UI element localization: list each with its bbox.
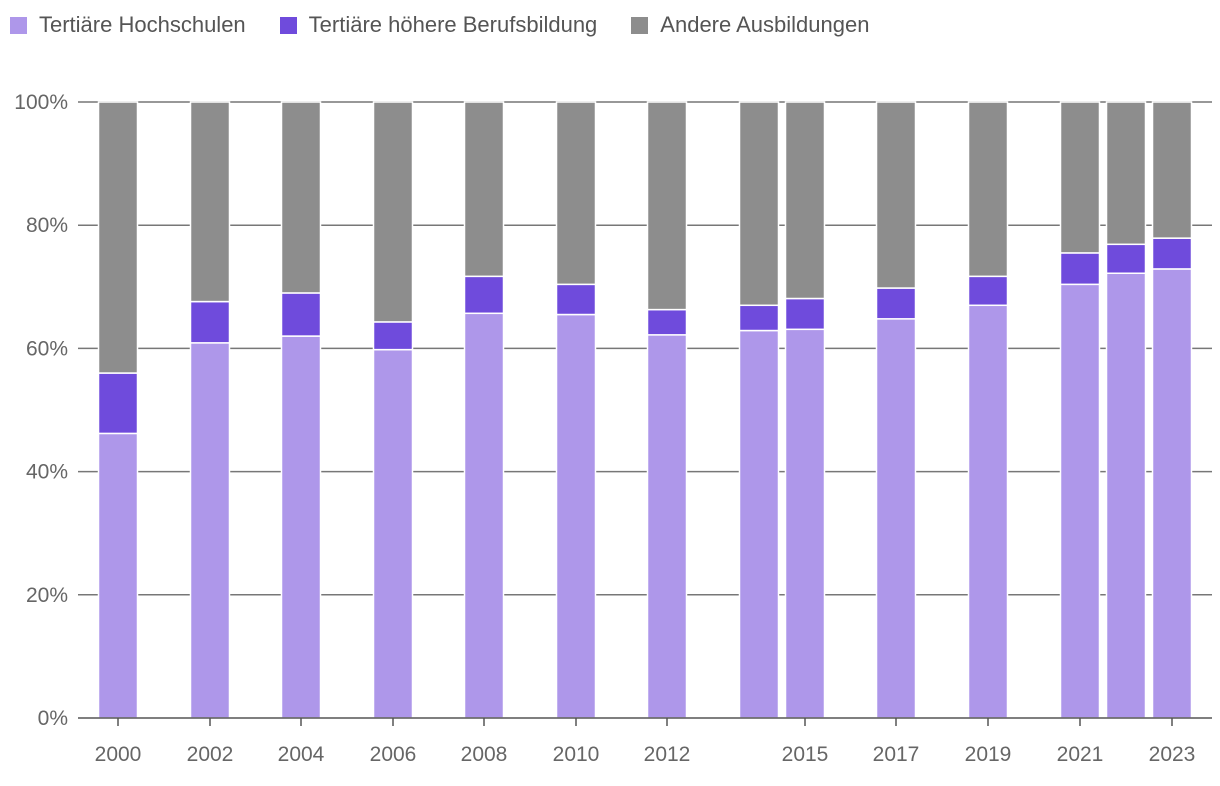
bar-segment-2002-0[interactable] (189, 342, 231, 719)
x-axis-ticks: 2000 2002 2004 2006 2008 2010 2012 2015 2017 2019… (95, 718, 1196, 766)
x-tick-label: 2010 (553, 743, 600, 766)
y-tick-label: 20% (26, 584, 68, 607)
legend-item-andere[interactable]: Andere Ausbildungen (631, 12, 869, 38)
bar-stack-2021[interactable] (1059, 101, 1101, 719)
legend-label-hochschulen: Tertiäre Hochschulen (39, 12, 246, 37)
bar-segment-2004-1[interactable] (280, 292, 322, 337)
bar-segment-2004-2[interactable] (280, 101, 322, 294)
x-tick-label: 2002 (187, 743, 234, 766)
legend-item-berufsbildung[interactable]: Tertiäre höhere Berufsbildung (279, 12, 598, 38)
bar-segment-2021-0[interactable] (1059, 283, 1101, 719)
legend-label-andere: Andere Ausbildungen (660, 12, 870, 37)
legend-label-berufsbildung: Tertiäre höhere Berufsbildung (308, 12, 598, 37)
bar-segment-2017-0[interactable] (875, 318, 917, 719)
bar-segment-2021-2[interactable] (1059, 101, 1101, 254)
bar-segment-2006-0[interactable] (372, 348, 414, 719)
x-tick-label: 2019 (965, 743, 1012, 766)
bar-segment-2000-0[interactable] (97, 432, 139, 719)
bar-segment-2000-2[interactable] (97, 101, 139, 374)
bar-segment-2008-1[interactable] (463, 275, 505, 315)
bar-segment-2014-0[interactable] (738, 329, 780, 719)
bar-segment-2002-2[interactable] (189, 101, 231, 303)
y-tick-label: 40% (26, 461, 68, 484)
bar-stack-2006[interactable] (372, 101, 414, 719)
x-tick-label: 2008 (461, 743, 508, 766)
bar-segment-2012-0[interactable] (646, 334, 688, 719)
x-tick-label: 2015 (782, 743, 829, 766)
bar-segment-2015-1[interactable] (784, 297, 826, 331)
legend-swatch-hochschulen (10, 16, 27, 34)
bar-segment-2019-2[interactable] (967, 101, 1009, 278)
bars (97, 101, 1193, 719)
bar-stack-2000[interactable] (97, 101, 139, 719)
y-tick-label: 60% (26, 337, 68, 360)
bar-segment-2019-1[interactable] (967, 275, 1009, 307)
bar-stack-2002[interactable] (189, 101, 231, 719)
bar-segment-2006-1[interactable] (372, 321, 414, 351)
bar-segment-2012-1[interactable] (646, 308, 688, 336)
x-tick-label: 2017 (873, 743, 920, 766)
bar-segment-2015-0[interactable] (784, 328, 826, 719)
x-tick-label: 2012 (644, 743, 691, 766)
y-tick-label: 0% (38, 707, 68, 730)
bar-segment-2015-2[interactable] (784, 101, 826, 300)
bar-segment-2023-1[interactable] (1151, 237, 1193, 270)
bar-segment-2017-1[interactable] (875, 287, 917, 320)
bar-stack-2010[interactable] (555, 101, 597, 719)
legend-swatch-andere (631, 16, 649, 34)
x-tick-label: 2000 (95, 743, 142, 766)
bar-segment-2021-1[interactable] (1059, 252, 1101, 286)
bar-segment-2014-2[interactable] (738, 101, 780, 307)
bar-segment-2010-2[interactable] (555, 101, 597, 286)
bar-segment-2023-2[interactable] (1151, 101, 1193, 239)
bar-stack-2015[interactable] (784, 101, 826, 719)
bar-segment-2014-1[interactable] (738, 304, 780, 332)
bar-stack-2022[interactable] (1105, 101, 1147, 719)
bar-stack-2012[interactable] (646, 101, 688, 719)
bar-segment-2008-2[interactable] (463, 101, 505, 278)
bar-segment-2023-0[interactable] (1151, 268, 1193, 719)
bar-segment-2010-1[interactable] (555, 283, 597, 316)
y-axis-ticks: 0% 20% 40% 60% 80% 100% (14, 91, 68, 730)
bar-segment-2006-2[interactable] (372, 101, 414, 323)
bar-stack-2017[interactable] (875, 101, 917, 719)
bar-segment-2004-0[interactable] (280, 335, 322, 719)
x-tick-label: 2004 (278, 743, 325, 766)
bar-segment-2000-1[interactable] (97, 372, 139, 435)
gridlines (78, 101, 1212, 596)
x-tick-label: 2006 (370, 743, 417, 766)
bar-segment-2012-2[interactable] (646, 101, 688, 311)
x-tick-label: 2023 (1149, 743, 1196, 766)
bar-segment-2022-1[interactable] (1105, 243, 1147, 274)
bar-stack-2014[interactable] (738, 101, 780, 719)
y-tick-label: 100% (14, 91, 68, 114)
x-tick-label: 2021 (1057, 743, 1104, 766)
bar-stack-2008[interactable] (463, 101, 505, 719)
bar-stack-2023[interactable] (1151, 101, 1193, 719)
legend: Tertiäre Hochschulen Tertiäre höhere Ber… (10, 12, 869, 38)
bar-segment-2008-0[interactable] (463, 312, 505, 719)
bar-stack-2019[interactable] (967, 101, 1009, 719)
bar-segment-2017-2[interactable] (875, 101, 917, 289)
bar-segment-2019-0[interactable] (967, 304, 1009, 719)
y-tick-label: 80% (26, 214, 68, 237)
legend-item-hochschulen[interactable]: Tertiäre Hochschulen (10, 12, 246, 38)
bar-segment-2022-0[interactable] (1105, 272, 1147, 719)
bar-segment-2022-2[interactable] (1105, 101, 1147, 246)
legend-swatch-berufsbildung (279, 16, 297, 34)
bar-segment-2010-0[interactable] (555, 313, 597, 719)
bar-segment-2002-1[interactable] (189, 300, 231, 344)
bar-stack-2004[interactable] (280, 101, 322, 719)
